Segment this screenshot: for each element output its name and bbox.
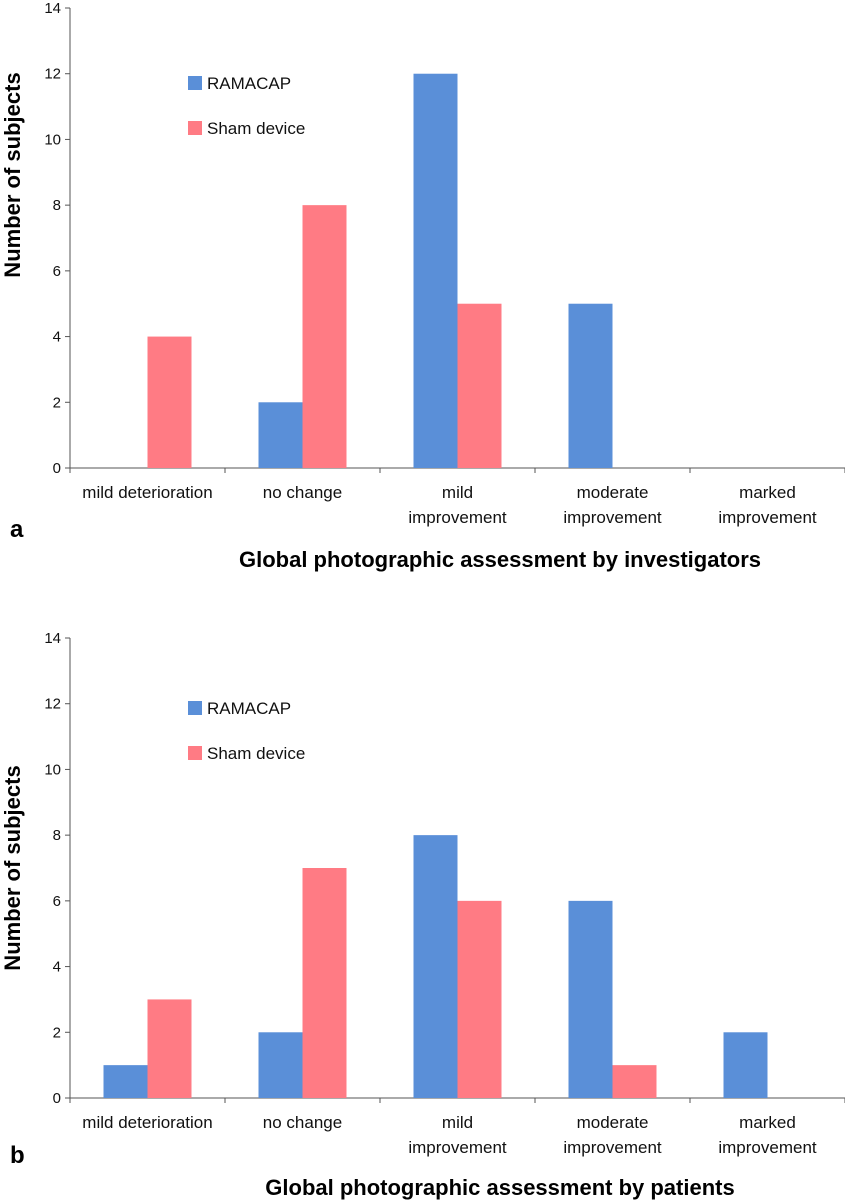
bar-ramacap-0	[103, 1065, 148, 1098]
y-tick-label: 4	[53, 959, 61, 976]
x-tick-label: moderate improvement	[563, 1113, 662, 1157]
legend-label: Sham device	[207, 744, 305, 763]
legend-swatch	[188, 701, 202, 715]
x-tick-label: no change	[263, 1113, 342, 1132]
x-tick-label: marked improvement	[718, 483, 817, 527]
y-tick-label: 2	[53, 394, 61, 411]
x-tick-label: mild deterioration	[82, 483, 212, 502]
y-tick-label: 14	[44, 630, 61, 647]
bar-sham-2	[457, 900, 502, 1098]
bar-sham-1	[302, 205, 347, 468]
chart-panel-b: 0 2 4 6 8 10 12 14 mild deterioration no change mi…	[0, 630, 845, 1200]
bar-sham-2	[457, 303, 502, 468]
y-tick-label: 10	[44, 131, 61, 148]
y-tick-label: 6	[53, 893, 61, 910]
x-tick-label: mild deterioration	[82, 1113, 212, 1132]
legend-swatch	[188, 76, 202, 90]
bar-ramacap-4	[723, 1032, 768, 1098]
legend-swatch	[188, 746, 202, 760]
bar-sham-3	[612, 1065, 657, 1098]
chart-panel-a: 0 2 4 6 8 10 12 14 mild deterioration no change mi…	[0, 0, 845, 572]
panel-label: a	[10, 516, 24, 543]
bar-sham-0	[147, 336, 192, 468]
legend-label: RAMACAP	[207, 74, 291, 93]
y-axis-title: Number of subjects	[0, 765, 25, 970]
y-tick-label: 12	[44, 66, 61, 83]
bar-sham-0	[147, 999, 192, 1098]
x-tick-label: mild improvement	[408, 1113, 507, 1157]
x-axis-title: Global photographic assessment by invest…	[239, 547, 761, 572]
x-tick-label: moderate improvement	[563, 483, 662, 527]
y-axis-title: Number of subjects	[0, 72, 25, 277]
bar-sham-1	[302, 868, 347, 1098]
y-tick-label: 12	[44, 696, 61, 713]
y-tick-label: 2	[53, 1024, 61, 1041]
bar-ramacap-1	[258, 402, 303, 468]
y-tick-label: 14	[44, 0, 61, 17]
x-axis-title: Global photographic assessment by patien…	[265, 1175, 734, 1200]
x-tick-label: no change	[263, 483, 342, 502]
legend-swatch	[188, 121, 202, 135]
y-tick-label: 8	[53, 197, 61, 214]
y-tick-label: 10	[44, 761, 61, 778]
y-tick-label: 8	[53, 827, 61, 844]
x-tick-label: mild improvement	[408, 483, 507, 527]
bar-ramacap-1	[258, 1032, 303, 1098]
panel-label: b	[10, 1142, 25, 1169]
y-tick-label: 6	[53, 263, 61, 280]
y-tick-label: 0	[53, 1090, 61, 1107]
bar-ramacap-2	[413, 73, 458, 468]
y-tick-label: 4	[53, 329, 61, 346]
bar-ramacap-3	[568, 303, 613, 468]
x-tick-label: marked improvement	[718, 1113, 817, 1157]
bar-ramacap-2	[413, 835, 458, 1098]
legend-label: RAMACAP	[207, 699, 291, 718]
bar-ramacap-3	[568, 900, 613, 1098]
y-tick-label: 0	[53, 460, 61, 477]
legend-label: Sham device	[207, 119, 305, 138]
